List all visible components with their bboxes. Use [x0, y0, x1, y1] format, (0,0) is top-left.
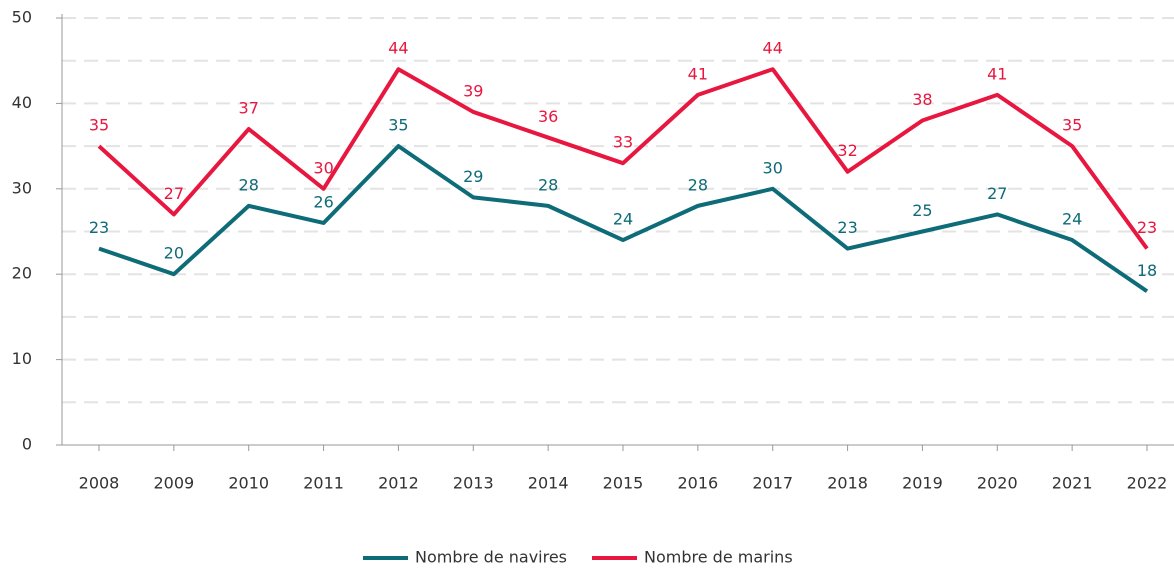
x-tick-label: 2012 — [378, 474, 419, 493]
x-tick-label: 2010 — [228, 474, 269, 493]
y-tick-label: 40 — [12, 93, 32, 112]
legend-label: Nombre de navires — [415, 548, 567, 567]
data-label: 35 — [388, 116, 408, 135]
data-label: 28 — [239, 175, 259, 194]
data-label: 39 — [463, 81, 483, 100]
data-label: 27 — [164, 184, 184, 203]
x-tick-label: 2013 — [453, 474, 494, 493]
x-tick-label: 2017 — [752, 474, 793, 493]
data-label: 27 — [987, 184, 1007, 203]
x-tick-label: 2011 — [303, 474, 344, 493]
data-label: 25 — [912, 201, 932, 220]
data-label: 38 — [912, 90, 932, 109]
x-tick-label: 2021 — [1052, 474, 1093, 493]
data-label: 23 — [89, 218, 109, 237]
x-tick-label: 2014 — [528, 474, 569, 493]
x-tick-label: 2022 — [1127, 474, 1168, 493]
x-tick-label: 2019 — [902, 474, 943, 493]
y-tick-label: 30 — [12, 178, 32, 197]
y-tick-label: 20 — [12, 264, 32, 283]
line-series — [98, 144, 1149, 293]
y-tick-label: 50 — [12, 8, 32, 27]
data-label: 30 — [313, 158, 333, 177]
data-label: 23 — [1137, 218, 1157, 237]
y-tick-label: 0 — [22, 435, 32, 454]
data-label: 28 — [538, 175, 558, 194]
data-label: 41 — [987, 64, 1007, 83]
data-label: 29 — [463, 167, 483, 186]
data-label: 32 — [837, 141, 857, 160]
legend-label: Nombre de marins — [644, 548, 793, 567]
x-tick-label: 2018 — [827, 474, 868, 493]
data-label: 23 — [837, 218, 857, 237]
x-tick-label: 2008 — [79, 474, 120, 493]
data-label: 36 — [538, 107, 558, 126]
x-tick-label: 2020 — [977, 474, 1018, 493]
data-label: 24 — [1062, 210, 1082, 229]
data-label: 20 — [164, 244, 184, 263]
data-label: 44 — [388, 39, 408, 58]
x-tick-label: 2015 — [603, 474, 644, 493]
data-label: 35 — [1062, 116, 1082, 135]
x-tick-label: 2009 — [153, 474, 194, 493]
data-label: 37 — [239, 99, 259, 118]
data-label: 28 — [688, 175, 708, 194]
data-label: 44 — [763, 39, 783, 58]
y-tick-label: 10 — [12, 349, 32, 368]
line-series — [97, 67, 1149, 250]
data-label: 30 — [763, 158, 783, 177]
x-tick-label: 2016 — [677, 474, 718, 493]
data-label: 26 — [313, 192, 333, 211]
data-label: 24 — [613, 210, 633, 229]
data-label: 33 — [613, 133, 633, 152]
data-label: 35 — [89, 116, 109, 135]
data-label: 41 — [688, 64, 708, 83]
data-label: 18 — [1137, 261, 1157, 280]
